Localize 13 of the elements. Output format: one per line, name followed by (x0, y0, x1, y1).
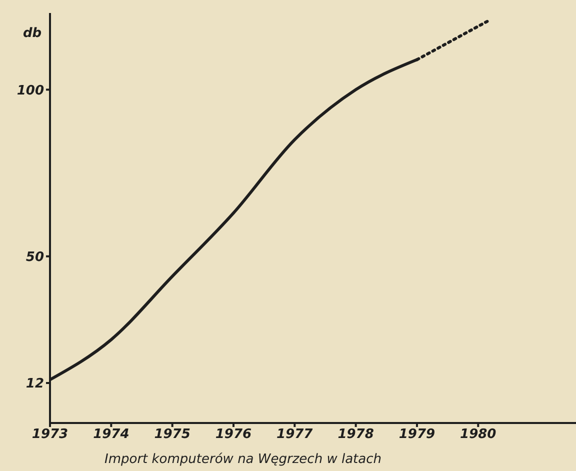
y-tick-label: 50 (26, 250, 44, 265)
y-tick-label: 12 (26, 376, 44, 392)
x-tick-label: 1974 (93, 427, 130, 442)
x-tick-label: 1975 (154, 427, 190, 442)
x-tick-label: 1973 (32, 427, 68, 442)
y-tick-label: 100 (16, 83, 44, 98)
x-axis-title: Import komputerów na Węgrzech w latach (104, 452, 382, 467)
x-tick-label: 1976 (215, 427, 252, 442)
x-tick-label: 1979 (398, 427, 436, 442)
x-tick-label: 1980 (460, 427, 496, 442)
x-tick-label: 1977 (276, 427, 314, 442)
y-axis-title: db (23, 26, 42, 42)
x-tick-label: 1978 (338, 427, 374, 442)
